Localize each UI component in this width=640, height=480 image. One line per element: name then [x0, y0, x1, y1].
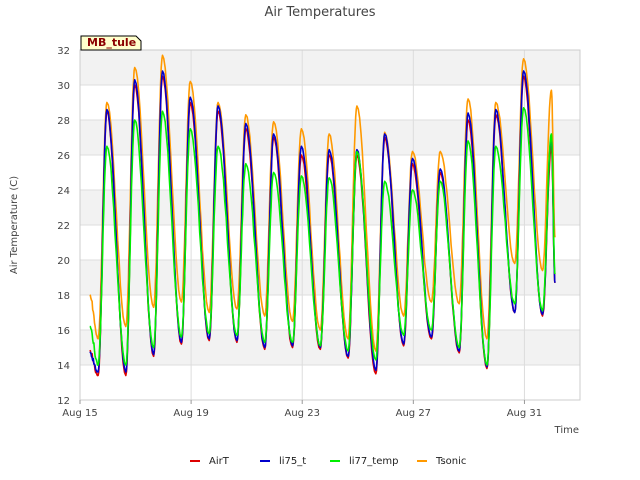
y-tick-label: 30 [57, 81, 70, 92]
y-tick-label: 24 [57, 186, 70, 197]
legend-label: Tsonic [435, 456, 466, 467]
y-tick-label: 22 [57, 221, 70, 232]
grid-band [80, 260, 580, 295]
x-tick-label: Aug 31 [507, 408, 542, 419]
y-tick-label: 20 [57, 256, 70, 267]
y-tick-label: 12 [57, 396, 70, 407]
legend-item-li77-temp: li77_temp [330, 456, 398, 467]
legend-label: li75_t [279, 456, 306, 467]
x-tick-label: Aug 19 [173, 408, 208, 419]
y-tick-label: 16 [57, 326, 70, 337]
grid-band [80, 50, 580, 85]
grid-band [80, 190, 580, 225]
series-line-li77-temp [89, 107, 556, 366]
legend-item-tsonic: Tsonic [417, 456, 466, 467]
site-label-box: MB_tule [80, 35, 142, 51]
legend-item-airt: AirT [190, 456, 230, 467]
y-tick-label: 18 [57, 291, 70, 302]
legend-item-li75-t: li75_t [260, 456, 306, 467]
x-tick-label: Aug 15 [62, 408, 97, 419]
y-tick-label: 28 [57, 116, 70, 127]
y-axis-ticks: 12 14 16 18 20 22 24 26 28 30 32 [57, 46, 70, 407]
x-tick-label: Aug 27 [396, 408, 431, 419]
grid-band [80, 330, 580, 365]
site-label: MB_tule [87, 36, 136, 49]
legend: AirT li75_t li77_temp Tsonic [190, 456, 466, 467]
legend-label: li77_temp [349, 456, 398, 467]
y-tick-label: 26 [57, 151, 70, 162]
series-lines [89, 54, 556, 377]
x-axis-ticks: Aug 15 Aug 19 Aug 23 Aug 27 Aug 31 [62, 400, 542, 419]
y-axis-label: Air Temperature (C) [9, 176, 20, 274]
x-tick-label: Aug 23 [285, 408, 320, 419]
chart-title: Air Temperatures [264, 5, 375, 20]
x-axis-label: Time [554, 425, 579, 436]
plot-frame [79, 49, 581, 401]
y-tick-label: 32 [57, 46, 70, 57]
legend-label: AirT [209, 456, 230, 467]
y-tick-label: 14 [57, 361, 70, 372]
